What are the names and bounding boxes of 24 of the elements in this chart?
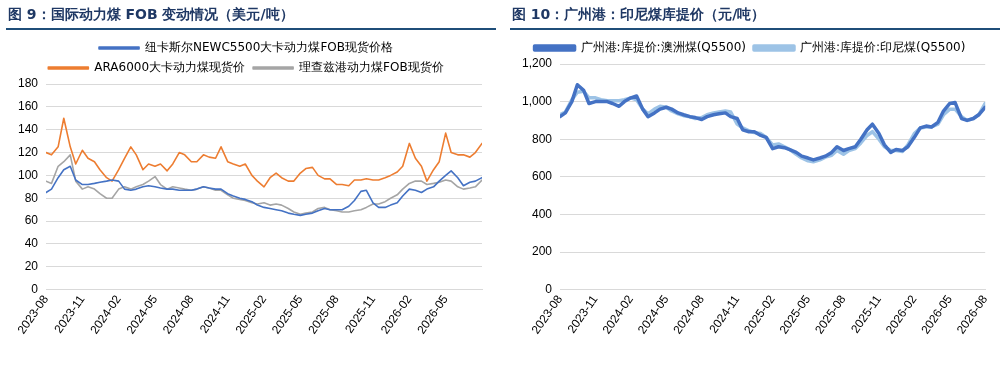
y-tick-label: 0	[545, 281, 553, 296]
legend-label: 广州港:库提价:澳洲煤(Q5500)	[580, 40, 746, 55]
y-tick-label: 1,200	[522, 56, 553, 71]
y-tick-label: 20	[24, 259, 39, 274]
y-tick-label: 400	[532, 206, 553, 221]
y-tick-label: 0	[31, 281, 39, 296]
chart-title: 图 9：国际动力煤 FOB 变动情况（美元/吨）	[6, 4, 496, 30]
y-tick-label: 40	[24, 236, 39, 251]
y-tick-label: 140	[17, 122, 39, 137]
y-tick-label: 800	[532, 131, 553, 146]
legend-label: ARA6000大卡动力煤现货价	[94, 60, 246, 75]
y-tick-label: 1,000	[522, 93, 553, 108]
y-tick-label: 160	[17, 99, 39, 114]
legend-label: 理查兹港动力煤FOB现货价	[299, 60, 444, 75]
y-tick-label: 200	[532, 244, 553, 259]
y-tick-label: 80	[24, 190, 39, 205]
y-tick-label: 600	[532, 169, 553, 184]
legend-label: 纽卡斯尔NEWC5500大卡动力煤FOB现货价格	[145, 40, 393, 55]
y-tick-label: 120	[17, 144, 39, 159]
y-tick-label: 60	[24, 213, 39, 228]
y-tick-label: 100	[17, 167, 39, 182]
legend-label: 广州港:库提价:印尼煤(Q5500)	[800, 40, 966, 55]
chart-title: 图 10：广州港：印尼煤库提价（元/吨）	[510, 4, 1000, 30]
y-tick-label: 180	[17, 76, 39, 91]
